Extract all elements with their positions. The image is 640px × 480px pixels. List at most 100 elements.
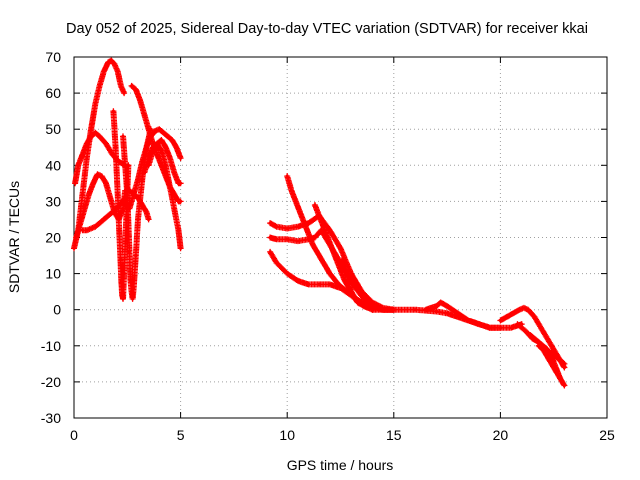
x-tick-label: 10 xyxy=(279,427,295,443)
chart-title: Day 052 of 2025, Sidereal Day-to-day VTE… xyxy=(66,21,588,37)
data-point xyxy=(106,214,110,218)
data-point xyxy=(306,282,311,286)
data-point xyxy=(522,306,526,310)
data-point xyxy=(121,297,125,301)
data-point xyxy=(296,225,300,229)
y-tick-label: 40 xyxy=(45,157,61,173)
data-point xyxy=(134,87,138,92)
data-point xyxy=(155,142,159,146)
data-point xyxy=(562,383,567,388)
data-point xyxy=(80,152,85,157)
data-point xyxy=(347,282,351,286)
data-point xyxy=(102,217,106,221)
data-point xyxy=(526,308,530,312)
data-point xyxy=(89,134,93,138)
data-point xyxy=(119,84,123,88)
data-point xyxy=(550,351,554,355)
data-point xyxy=(306,237,311,241)
data-point xyxy=(434,309,438,314)
data-point xyxy=(131,297,135,301)
data-point xyxy=(274,261,279,265)
data-point xyxy=(362,304,366,308)
data-point xyxy=(313,203,317,207)
data-point xyxy=(117,228,121,232)
data-point xyxy=(93,131,97,135)
data-point xyxy=(456,311,460,315)
data-point xyxy=(176,228,181,232)
data-point xyxy=(466,318,470,323)
data-point xyxy=(80,228,85,232)
data-point xyxy=(328,282,332,286)
data-point xyxy=(274,237,279,241)
x-tick-label: 0 xyxy=(70,427,78,443)
data-point xyxy=(562,365,567,370)
data-point xyxy=(95,172,100,176)
data-point xyxy=(159,149,163,153)
data-point xyxy=(98,134,102,138)
data-point xyxy=(285,226,289,231)
data-point xyxy=(554,369,558,373)
series-arc-20 xyxy=(497,304,568,371)
data-point xyxy=(127,189,131,193)
data-point xyxy=(149,134,153,138)
data-point xyxy=(324,264,328,268)
data-point xyxy=(130,84,134,88)
x-tick-label: 5 xyxy=(177,427,185,443)
data-point xyxy=(132,286,136,290)
data-point xyxy=(116,192,120,196)
data-point xyxy=(109,59,113,63)
data-point xyxy=(122,272,126,276)
data-point xyxy=(85,228,89,232)
data-point xyxy=(172,207,176,211)
data-point xyxy=(100,174,104,178)
data-point xyxy=(445,304,449,308)
data-point xyxy=(168,156,172,160)
data-point xyxy=(170,138,174,142)
data-point xyxy=(111,109,115,113)
data-point xyxy=(268,235,272,240)
data-point xyxy=(268,221,272,225)
data-point xyxy=(313,235,317,240)
data-point xyxy=(134,253,138,258)
data-point xyxy=(537,340,541,344)
data-point xyxy=(89,226,93,231)
data-point xyxy=(532,337,537,341)
data-point xyxy=(338,268,343,272)
y-axis-label: SDTVAR / TECUs xyxy=(6,181,22,293)
data-point xyxy=(136,196,140,200)
data-point xyxy=(392,308,396,312)
y-tick-label: -10 xyxy=(41,338,61,354)
data-point xyxy=(306,232,311,236)
y-tick-label: 30 xyxy=(45,193,61,209)
data-point xyxy=(294,199,298,203)
y-tick-label: 60 xyxy=(45,85,61,101)
data-point xyxy=(289,189,294,193)
data-point xyxy=(118,257,123,261)
y-tick-label: 0 xyxy=(53,302,61,318)
y-tick-label: 70 xyxy=(45,49,61,65)
data-point xyxy=(73,181,77,185)
data-point xyxy=(274,225,279,229)
data-point xyxy=(296,239,300,243)
data-point xyxy=(85,142,89,146)
data-point xyxy=(108,196,112,200)
series-arc-19 xyxy=(422,299,504,331)
data-point xyxy=(140,160,144,164)
series-arc-09 xyxy=(126,187,152,223)
data-point xyxy=(285,272,289,276)
data-point xyxy=(166,134,170,138)
data-point xyxy=(102,69,106,73)
data-point xyxy=(505,315,509,319)
y-tick-label: -20 xyxy=(41,374,61,390)
data-point xyxy=(179,156,183,160)
data-point xyxy=(76,163,80,167)
data-point xyxy=(80,192,85,196)
data-point xyxy=(311,243,315,247)
data-point xyxy=(144,210,149,214)
data-point xyxy=(127,207,131,211)
series-arc-16 xyxy=(267,248,387,313)
data-point xyxy=(515,322,520,326)
series-arc-13 xyxy=(267,212,397,313)
data-point xyxy=(91,181,95,185)
data-series xyxy=(71,57,568,389)
